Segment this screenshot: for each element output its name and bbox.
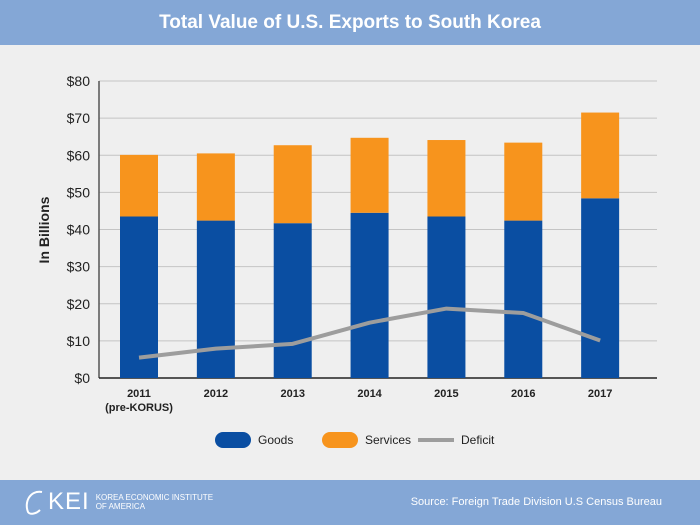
bar-services-2014 [350,137,389,213]
x-tick-label: 2013 [280,388,304,400]
bar-goods-2011 [120,216,158,378]
bar-services-2017 [581,112,620,199]
footer: KEI KOREA ECONOMIC INSTITUTE OF AMERICA S… [0,480,700,525]
legend-label-goods: Goods [258,433,293,447]
bar-goods-2015 [427,216,466,378]
bar-services-2012 [196,153,235,221]
y-tick-label: $70 [67,110,91,126]
legend-label-deficit: Deficit [461,433,495,447]
source-note: Source: Foreign Trade Division U.S Censu… [410,496,662,508]
bar-services-2013 [273,145,312,224]
x-tick-label: 2016 [511,388,535,400]
y-tick-label: $20 [67,296,91,312]
bar-services-2011 [120,154,158,217]
kei-logo: KEI KOREA ECONOMIC INSTITUTE OF AMERICA [24,488,213,516]
bar-goods-2017 [581,198,620,378]
bar-goods-2014 [350,212,389,378]
bar-goods-2012 [196,220,235,378]
logo-text: KEI [48,488,90,515]
x-tick-sublabel: (pre-KORUS) [105,402,173,414]
y-tick-label: $50 [67,184,91,200]
bar-goods-2013 [273,223,312,378]
x-tick-label: 2015 [434,388,458,400]
org-name-line1: KOREA ECONOMIC INSTITUTE [95,493,214,502]
x-tick-label: 2017 [588,388,612,400]
bar-services-2015 [427,140,466,217]
y-tick-label: $80 [67,73,91,89]
chart-title: Total Value of U.S. Exports to South Kor… [0,0,700,45]
x-tick-label: 2011 [127,388,151,400]
legend-label-services: Services [365,433,411,447]
y-axis-label: In Billions [36,196,52,263]
logo-swoosh-icon [25,490,43,515]
y-tick-label: $40 [67,222,91,238]
x-tick-label: 2012 [204,388,228,400]
bar-goods-2016 [504,220,543,378]
y-tick-label: $30 [67,259,91,275]
bar-services-2016 [504,142,543,221]
legend-swatch-services [322,432,358,448]
legend-swatch-goods [215,432,251,448]
org-name-line2: OF AMERICA [95,502,146,511]
x-tick-label: 2014 [357,388,382,400]
y-tick-label: $0 [74,370,90,386]
y-tick-label: $10 [67,333,91,349]
chart: In Billions $0 $10 $20 $30 $40 $50 $60 $70 $80 20… [36,73,657,448]
y-tick-label: $60 [67,147,91,163]
